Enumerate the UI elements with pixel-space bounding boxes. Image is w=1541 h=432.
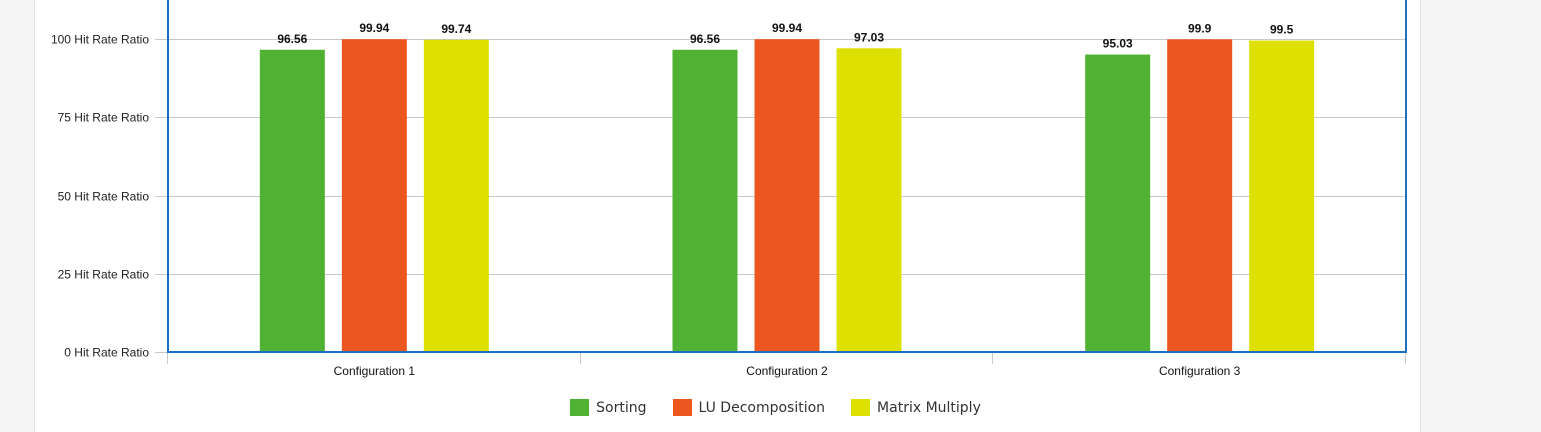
legend-item-matrix-multiply[interactable]: Matrix Multiply — [851, 399, 981, 416]
data-label: 95.03 — [1103, 37, 1133, 51]
bar-sorting[interactable] — [259, 49, 325, 352]
legend-swatch — [672, 399, 692, 416]
legend-swatch — [570, 399, 590, 416]
bar-lu-decomposition[interactable] — [1167, 39, 1233, 353]
x-category-label: Configuration 1 — [334, 364, 416, 378]
bar-sorting[interactable] — [672, 49, 738, 352]
y-tick-label: 25 Hit Rate Ratio — [58, 268, 150, 282]
plot-area-border — [167, 0, 1407, 353]
bar-lu-decomposition[interactable] — [341, 39, 407, 352]
legend-label: Matrix Multiply — [877, 399, 981, 416]
x-category-label: Configuration 2 — [746, 364, 828, 378]
legend-label: Sorting — [596, 399, 647, 416]
bar-sorting[interactable] — [1085, 54, 1151, 353]
data-label: 99.74 — [441, 22, 471, 36]
legend-item-sorting[interactable]: Sorting — [570, 399, 647, 416]
y-tick-label: 100 Hit Rate Ratio — [51, 33, 149, 47]
y-tick-label: 50 Hit Rate Ratio — [58, 190, 150, 204]
bar-matrix-multiply[interactable] — [423, 39, 489, 352]
legend-item-lu-decomposition[interactable]: LU Decomposition — [672, 399, 826, 416]
legend: Sorting LU Decomposition Matrix Multiply — [0, 399, 1541, 416]
bar-lu-decomposition[interactable] — [754, 39, 820, 352]
legend-label: LU Decomposition — [698, 399, 826, 416]
x-axis: Configuration 1 Configuration 2 Configurat… — [167, 353, 1406, 378]
legend-swatch — [851, 399, 871, 416]
data-label: 99.9 — [1188, 21, 1212, 35]
data-label: 99.5 — [1270, 23, 1294, 37]
data-label: 97.03 — [854, 30, 884, 44]
bar-matrix-multiply[interactable] — [836, 48, 902, 352]
data-label: 96.56 — [690, 32, 720, 46]
x-category-label: Configuration 3 — [1159, 364, 1241, 378]
y-tick-label: 0 Hit Rate Ratio — [64, 346, 149, 360]
bars — [259, 39, 1315, 353]
data-label: 99.94 — [772, 21, 802, 35]
bar-matrix-multiply[interactable] — [1249, 40, 1315, 352]
y-tick-label: 75 Hit Rate Ratio — [58, 111, 150, 125]
data-labels: 96.56 99.94 99.74 96.56 99.94 97.03 95.03 99.9 9… — [277, 21, 1293, 50]
data-label: 99.94 — [359, 21, 389, 35]
data-label: 96.56 — [277, 32, 307, 46]
y-axis-ticks: 0 Hit Rate Ratio 25 Hit Rate Ratio 50 Hit … — [51, 33, 149, 360]
